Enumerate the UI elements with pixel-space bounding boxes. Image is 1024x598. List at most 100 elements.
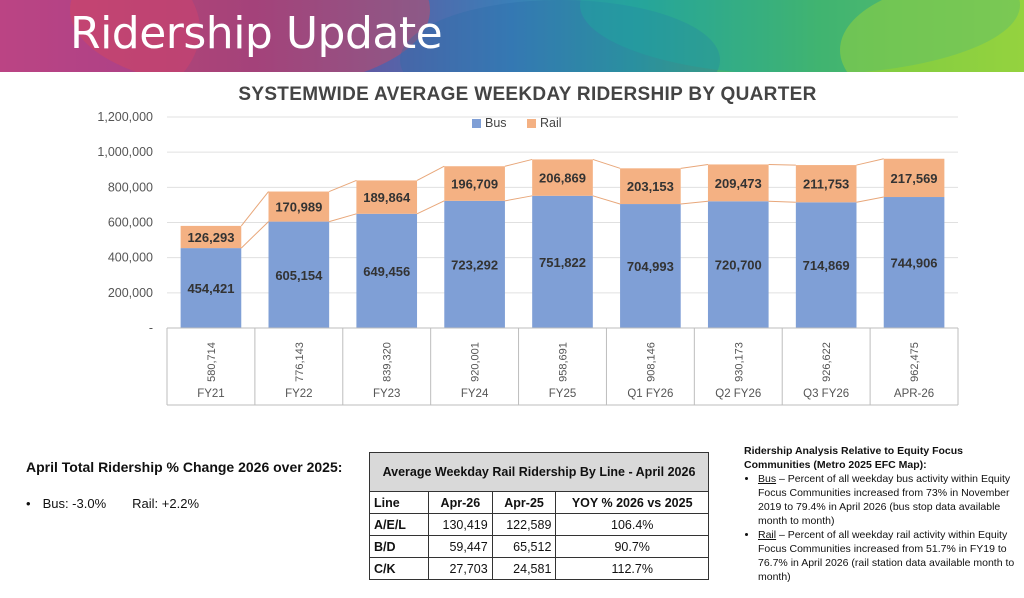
x-tick-label: FY25 (549, 388, 577, 400)
bar-bus (532, 195, 593, 328)
connector-line-bus (504, 195, 533, 202)
connector-line-total (504, 158, 533, 167)
connector-line-bus (592, 195, 621, 205)
connector-line-total (768, 163, 796, 166)
cell-apr25: 65,512 (491, 535, 557, 558)
cell-apr25: 122,589 (491, 513, 557, 536)
bar-rail (356, 180, 418, 214)
y-tick-label: 400,000 (108, 251, 153, 265)
legend-label: Bus (485, 116, 507, 130)
rail-value-label: 203,153 (627, 179, 674, 194)
ridership-change-title: April Total Ridership % Change 2026 over… (26, 459, 343, 475)
banner-background (0, 0, 1024, 72)
connector-line-bus (768, 200, 796, 203)
x-tick-label: FY21 (197, 388, 225, 400)
rail-value-label: 211,753 (803, 177, 849, 192)
bus-value-label: 714,869 (803, 258, 850, 273)
table-row: A/E/L 130,419 122,589 106.4% (369, 513, 709, 536)
rail-value-label: 206,869 (539, 171, 586, 186)
bar-rail (883, 158, 945, 198)
y-tick-label: 800,000 (108, 180, 153, 194)
x-tick-label: FY24 (461, 388, 489, 400)
bar-bus (356, 213, 418, 328)
cell-apr26: 130,419 (428, 513, 493, 536)
connector-line-bus (240, 221, 269, 249)
bus-value-label: 704,993 (627, 259, 674, 274)
bus-value-label: 744,906 (891, 256, 938, 271)
chart-title: SYSTEMWIDE AVERAGE WEEKDAY RIDERSHIP BY … (238, 84, 817, 105)
x-tick-label: Q1 FY26 (627, 388, 673, 400)
table-header-row: Line Apr-26 Apr-25 YOY % 2026 vs 2025 (369, 491, 709, 514)
total-value-label: 962,475 (909, 342, 921, 382)
analysis-list: Bus – Percent of all weekday bus activit… (744, 472, 1019, 584)
connector-line-total (328, 179, 357, 192)
cell-yoy: 90.7% (555, 535, 709, 558)
page-title: Ridership Update (70, 8, 443, 59)
connector-line-bus (856, 196, 884, 203)
bullet: • (26, 496, 31, 511)
total-value-label: 958,691 (558, 342, 570, 382)
x-tick-label: Q3 FY26 (803, 388, 849, 400)
bus-value-label: 454,421 (187, 281, 234, 296)
header-banner: Ridership Update (0, 0, 1024, 72)
connector-line-bus (680, 200, 709, 205)
total-value-label: 908,146 (645, 342, 657, 382)
total-value-label: 580,714 (206, 342, 218, 382)
x-tick-label: APR-26 (894, 388, 934, 400)
y-tick-label: 200,000 (108, 286, 153, 300)
header-line: Line (369, 491, 429, 514)
bus-value-label: 751,822 (539, 255, 586, 270)
cell-yoy: 112.7% (555, 557, 709, 580)
equity-analysis: Ridership Analysis Relative to Equity Fo… (744, 444, 1019, 584)
bar-rail (707, 164, 769, 202)
y-tick-label: - (149, 321, 153, 335)
rail-value-label: 217,569 (891, 171, 938, 186)
y-tick-label: 1,200,000 (97, 110, 153, 124)
header-yoy: YOY % 2026 vs 2025 (555, 491, 709, 514)
rail-ridership-table: Average Weekday Rail Ridership By Line -… (369, 452, 709, 580)
bar-bus (883, 197, 945, 328)
ridership-chart-panel: SYSTEMWIDE AVERAGE WEEKDAY RIDERSHIP BY … (80, 72, 975, 410)
rail-change: Rail: +2.2% (132, 496, 199, 511)
bar-rail (532, 159, 593, 196)
bar-rail (795, 165, 857, 203)
y-tick-label: 1,000,000 (97, 145, 153, 159)
analysis-label: Rail (758, 529, 777, 541)
bar-rail (444, 166, 505, 201)
rail-value-label: 189,864 (363, 190, 411, 205)
header-apr25: Apr-25 (491, 491, 557, 514)
legend-swatch (472, 119, 481, 128)
connector-line-bus (329, 213, 357, 223)
connector-line-total (856, 158, 884, 166)
analysis-text: – Percent of all weekday rail activity w… (758, 529, 1015, 583)
total-value-label: 839,320 (382, 342, 394, 382)
x-tick-label: FY23 (373, 388, 401, 400)
analysis-label: Bus (758, 473, 777, 485)
total-value-label: 926,622 (821, 342, 833, 382)
total-value-label: 920,001 (470, 342, 482, 382)
bar-rail (180, 225, 242, 249)
cell-yoy: 106.4% (555, 513, 709, 536)
ridership-chart: - 200,000 400,000 600,000 800,000 1,000,000 1,… (97, 110, 959, 406)
bar-bus (620, 204, 681, 328)
cell-line: B/D (369, 535, 429, 558)
header-apr26: Apr-26 (428, 491, 493, 514)
connector-line-total (240, 191, 269, 227)
connector-line-total (680, 163, 709, 169)
total-value-label: 776,143 (294, 342, 306, 382)
connector-line-bus (416, 200, 445, 215)
table-caption: Average Weekday Rail Ridership By Line -… (369, 452, 709, 492)
bus-value-label: 723,292 (451, 257, 498, 272)
rail-value-label: 126,293 (187, 230, 234, 245)
rail-value-label: 170,989 (275, 200, 322, 215)
bar-bus (444, 200, 505, 328)
connector-line-total (416, 165, 445, 181)
analysis-item-bus: Bus – Percent of all weekday bus activit… (758, 472, 1019, 528)
analysis-text: – Percent of all weekday bus activity wi… (758, 473, 1011, 527)
cell-line: A/E/L (369, 513, 429, 536)
rail-value-label: 209,473 (715, 176, 762, 191)
rail-value-label: 196,709 (451, 177, 498, 192)
bar-bus (268, 221, 330, 328)
total-value-label: 930,173 (733, 342, 745, 382)
bar-bus (795, 202, 857, 328)
